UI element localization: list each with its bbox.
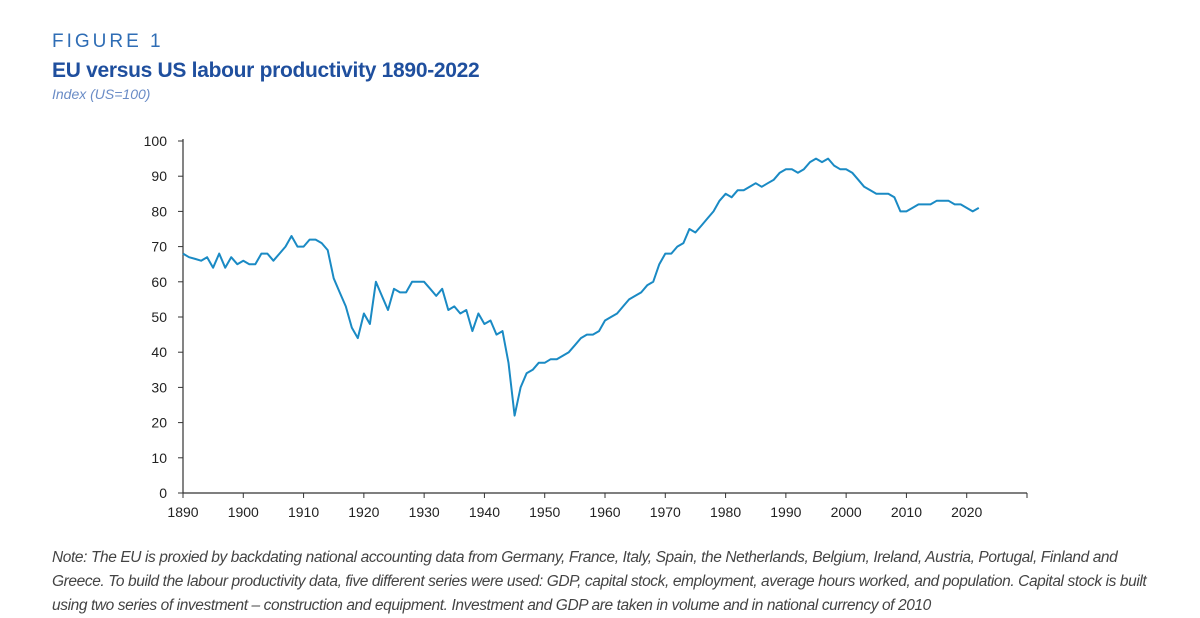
- x-tick-label: 1970: [650, 504, 681, 520]
- y-tick-label: 40: [151, 344, 167, 360]
- x-tick-label: 2000: [831, 504, 862, 520]
- x-tick-label: 1990: [770, 504, 801, 520]
- y-tick-label: 10: [151, 450, 167, 466]
- line-chart: 0 10 20 30 40 50 60 70 80 90 100 1890 1900 1910 1920 19…: [144, 133, 1028, 520]
- y-tick-label: 30: [151, 379, 167, 395]
- y-tick-label: 70: [151, 239, 167, 255]
- y-tick-label: 80: [151, 203, 167, 219]
- x-tick-label: 1960: [589, 504, 620, 520]
- chart-note: Note: The EU is proxied by backdating na…: [52, 549, 1147, 614]
- x-tick-label: 1890: [167, 504, 198, 520]
- y-tick-label: 100: [144, 133, 168, 149]
- x-tick-label: 1950: [529, 504, 560, 520]
- series-line: [182, 157, 980, 417]
- x-tick-label: 1940: [469, 504, 500, 520]
- chart-subtitle: Index (US=100): [52, 86, 151, 102]
- x-tick-label: 1920: [348, 504, 379, 520]
- y-tick-label: 90: [151, 168, 167, 184]
- x-tick-label: 1910: [288, 504, 319, 520]
- chart-title: EU versus US labour productivity 1890-20…: [52, 59, 480, 82]
- y-tick-label: 60: [151, 274, 167, 290]
- y-tick-label: 50: [151, 309, 167, 325]
- x-tick-label: 1930: [409, 504, 440, 520]
- x-tick-label: 2020: [951, 504, 982, 520]
- x-tick-label: 1980: [710, 504, 741, 520]
- x-tick-label: 2010: [891, 504, 922, 520]
- figure-label: FIGURE 1: [52, 31, 164, 52]
- y-tick-label: 20: [151, 415, 167, 431]
- y-tick-label: 0: [159, 485, 167, 501]
- x-tick-label: 1900: [228, 504, 259, 520]
